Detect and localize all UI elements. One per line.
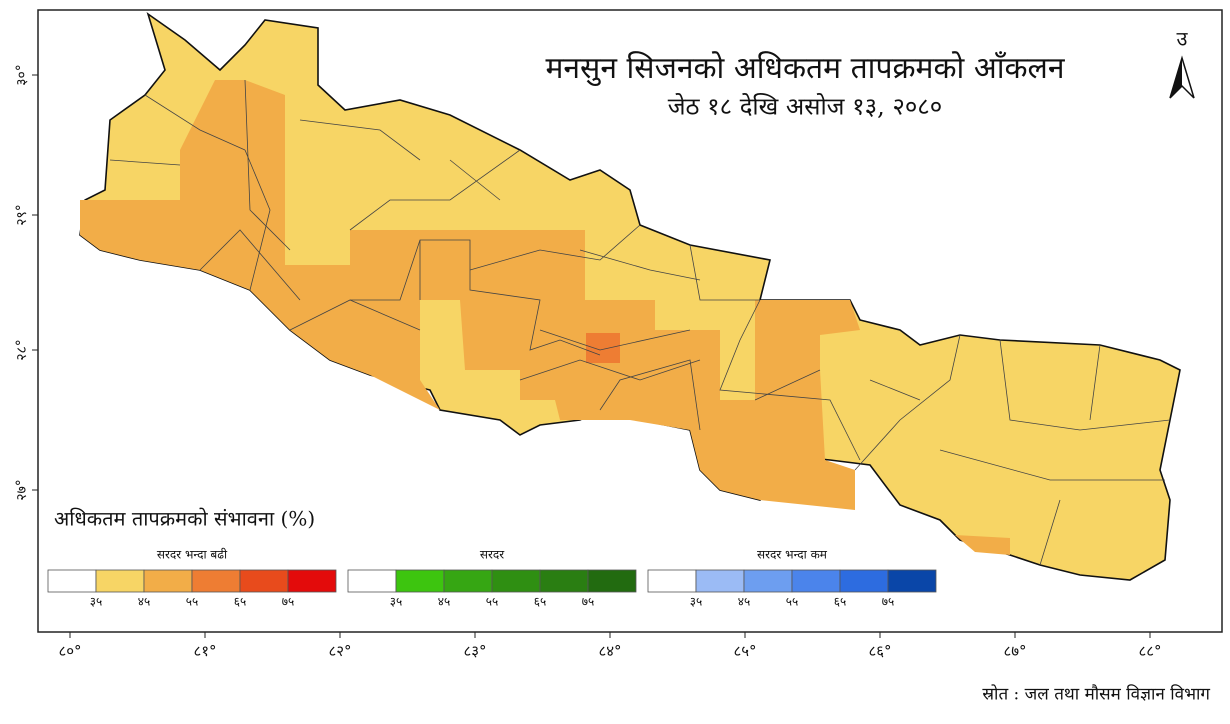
map-subtitle: जेठ १८ देखि असोज १३, २०८०: [668, 93, 943, 121]
legend-swatch: [539, 569, 589, 593]
legend-swatch: [239, 569, 289, 593]
legend-tick-label: ४५: [438, 595, 450, 609]
legend-tick-label: ७५: [882, 595, 894, 609]
lon-label: ८७°: [1003, 642, 1026, 660]
legend-tick-label: ६५: [234, 595, 246, 609]
legend-swatch: [143, 569, 193, 593]
legend-swatch: [443, 569, 493, 593]
legend-swatch: [287, 569, 337, 593]
legend-tick-label: ४५: [738, 595, 750, 609]
legend-swatch: [839, 569, 889, 593]
lat-label: २८°: [14, 339, 30, 361]
legend-swatch: [791, 569, 841, 593]
north-arrow: उ: [1169, 27, 1195, 99]
legend-group-label: सरदर: [480, 548, 505, 562]
lat-label: ३०°: [14, 64, 30, 86]
legend-swatch: [887, 569, 937, 593]
north-arrow-shape: [1170, 58, 1182, 98]
hot-cell: [586, 333, 620, 363]
legend-swatch: [587, 569, 637, 593]
legend-group-label: सरदर भन्दा कम: [757, 548, 828, 562]
lon-label: ८३°: [463, 642, 486, 660]
lon-label: ८८°: [1138, 642, 1161, 660]
legend-tick-label: ४५: [138, 595, 150, 609]
legend-swatch: [191, 569, 241, 593]
legend-swatch: [491, 569, 541, 593]
warm-region: [955, 535, 1010, 555]
legend-tick-label: ७५: [282, 595, 294, 609]
lon-label: ८५°: [733, 642, 756, 660]
legend-tick-label: ५५: [786, 595, 798, 609]
legend-tick-label: ५५: [486, 595, 498, 609]
legend-swatch: [395, 569, 445, 593]
legend-group-label: सरदर भन्दा बढी: [157, 548, 228, 562]
legend-swatch: [95, 569, 145, 593]
legend-swatch: [347, 569, 397, 593]
legend-swatch: [647, 569, 697, 593]
legend-swatch: [695, 569, 745, 593]
legend-swatch: [743, 569, 793, 593]
legend-tick-label: ३५: [390, 595, 402, 609]
province-borders: [244, 149, 861, 461]
lon-label: ८२°: [328, 642, 351, 660]
lon-label: ८४°: [598, 642, 621, 660]
legend-tick-label: ५५: [186, 595, 198, 609]
lat-label: २७°: [14, 479, 30, 501]
legend-title: अधिकतम तापक्रमको संभावना (%): [54, 507, 315, 531]
lon-label: ८१°: [193, 642, 216, 660]
legend-tick-label: ३५: [90, 595, 102, 609]
warm-region: [80, 80, 860, 510]
legend-tick-label: ३५: [690, 595, 702, 609]
north-label: उ: [1177, 27, 1189, 51]
lon-label: ८६°: [868, 642, 891, 660]
map-title: मनसुन सिजनको अधिकतम तापक्रमको आँकलन: [545, 51, 1065, 87]
lat-label: २९°: [14, 204, 30, 226]
legend-tick-label: ६५: [534, 595, 546, 609]
legend-swatch: [47, 569, 97, 593]
source: स्रोत : जल तथा मौसम विज्ञान विभाग: [982, 684, 1210, 705]
legend-tick-label: ६५: [834, 595, 846, 609]
lon-label: ८०°: [58, 642, 81, 660]
legend-tick-label: ७५: [582, 595, 594, 609]
nepal-map: [79, 12, 1181, 581]
